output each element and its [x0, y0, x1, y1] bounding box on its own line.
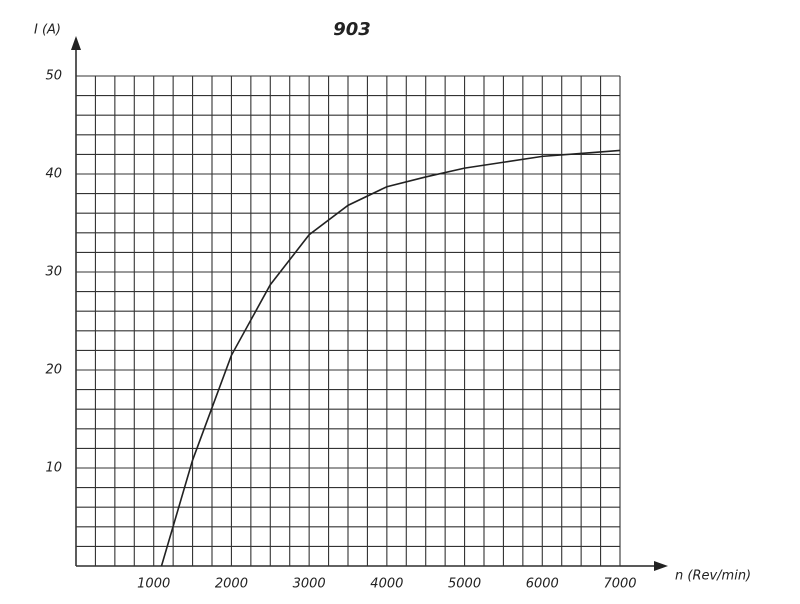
y-tick-label: 20 — [45, 363, 62, 378]
y-tick-label: 50 — [45, 69, 62, 84]
x-tick-label: 4000 — [370, 577, 403, 592]
x-tick-label: 3000 — [293, 577, 326, 592]
y-tick-label: 10 — [45, 461, 62, 476]
x-tick-label: 2000 — [215, 577, 248, 592]
x-axis-label: n (Rev/min) — [675, 569, 751, 584]
x-tick-label: 5000 — [448, 577, 481, 592]
y-axis-label: I (A) — [34, 23, 61, 38]
x-tick-label: 7000 — [603, 577, 636, 592]
x-tick-label: 6000 — [526, 577, 559, 592]
y-tick-label: 40 — [45, 167, 62, 182]
x-axis-arrow — [654, 561, 668, 571]
chart-title: 903 — [333, 19, 371, 40]
y-tick-label: 30 — [45, 265, 62, 280]
y-axis-arrow — [71, 36, 81, 50]
data-line — [160, 149, 621, 567]
x-tick-label: 1000 — [137, 577, 170, 592]
